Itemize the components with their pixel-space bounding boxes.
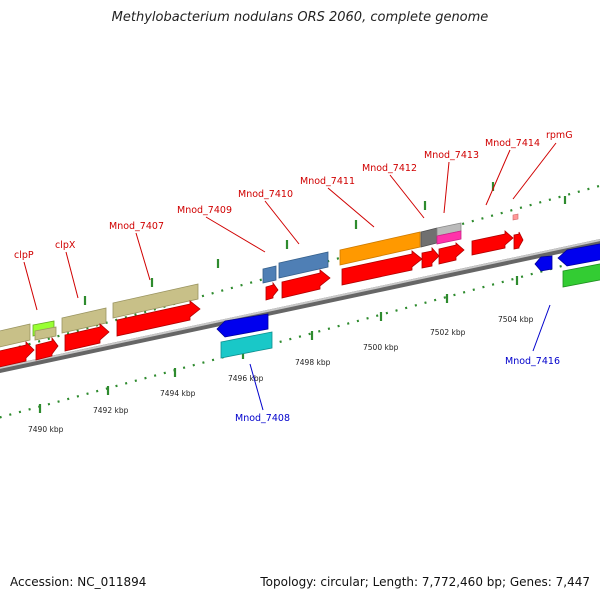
inner-dotted-track — [0, 254, 600, 419]
blue-cds-reverse — [534, 255, 553, 272]
callout-line — [249, 363, 264, 411]
olive-feature — [34, 326, 57, 341]
tick-label: 7504 kbp — [498, 315, 534, 324]
cds-arrow — [341, 250, 423, 286]
cds-arrow — [35, 336, 59, 361]
gene-label-mnod-7416: Mnod_7416 — [505, 356, 560, 367]
tick-label: 7496 kbp — [228, 374, 264, 383]
olive-feature — [112, 283, 199, 319]
tick-label: 7502 kbp — [430, 328, 466, 337]
callout-line — [443, 161, 450, 214]
callout-line — [65, 251, 79, 299]
cds-arrow — [265, 281, 279, 301]
callout-line — [264, 200, 300, 245]
gene-label-mnod-7408: Mnod_7408 — [235, 413, 290, 424]
tick-label: 7498 kbp — [295, 358, 331, 367]
cds-arrow — [471, 230, 514, 256]
callout-line — [512, 142, 557, 200]
gene-label-clpP: clpP — [14, 250, 34, 261]
map-title: Methylobacterium nodulans ORS 2060, comp… — [111, 10, 489, 25]
callout-line — [485, 149, 511, 206]
callout-line — [23, 261, 38, 311]
cyan-feature-reverse — [220, 331, 273, 359]
reverse-row — [216, 243, 600, 359]
gene-label-mnod-7409: Mnod_7409 — [177, 205, 232, 216]
steelblue-feature — [278, 251, 329, 279]
genome-backbone — [0, 239, 600, 373]
cds-forward-row — [0, 230, 524, 368]
gene-label-rpmG: rpmG — [546, 130, 573, 141]
callout-line — [389, 174, 425, 219]
gene-label-mnod-7414: Mnod_7414 — [485, 138, 540, 149]
cds-arrow — [513, 231, 524, 250]
cds-arrow — [64, 323, 110, 352]
cds-arrow — [0, 341, 35, 368]
callout-line — [135, 232, 151, 281]
tick-label: 7500 kbp — [363, 343, 399, 352]
callout-lines-bottom — [249, 304, 551, 411]
olive-feature — [0, 323, 31, 348]
gene-label-mnod-7410: Mnod_7410 — [238, 189, 293, 200]
gene-label-mnod-7411: Mnod_7411 — [300, 176, 355, 187]
gene-label-mnod-7407: Mnod_7407 — [109, 221, 164, 232]
tick-label: 7494 kbp — [160, 389, 196, 398]
green-feature-reverse — [562, 263, 600, 288]
blue-cds-reverse — [216, 313, 269, 338]
genome-stats-text: Topology: circular; Length: 7,772,460 bp… — [260, 575, 590, 589]
callout-line — [327, 187, 375, 228]
callout-line — [532, 304, 551, 352]
callout-line — [205, 216, 266, 253]
tick-label: 7492 kbp — [93, 406, 129, 415]
steelblue-feature — [262, 265, 277, 284]
cds-arrow — [281, 269, 331, 299]
gene-label-mnod-7413: Mnod_7413 — [424, 150, 479, 161]
accession-text: Accession: NC_011894 — [10, 575, 147, 589]
gene-label-mnod-7412: Mnod_7412 — [362, 163, 417, 174]
genome-backbone-highlight — [0, 239, 600, 369]
cog-feature-row — [0, 213, 519, 348]
cds-arrow — [421, 246, 440, 269]
pink-feature — [512, 213, 519, 221]
magenta-feature — [436, 230, 462, 245]
cds-arrow — [116, 300, 201, 337]
orange-feature — [339, 231, 421, 266]
gray-feature — [420, 227, 438, 248]
cds-arrow — [438, 242, 465, 265]
gene-label-clpX: clpX — [55, 240, 76, 251]
blue-cds-reverse — [557, 243, 600, 267]
olive-feature — [61, 307, 107, 334]
tick-label: 7490 kbp — [28, 425, 64, 434]
callout-lines-top — [23, 142, 557, 311]
